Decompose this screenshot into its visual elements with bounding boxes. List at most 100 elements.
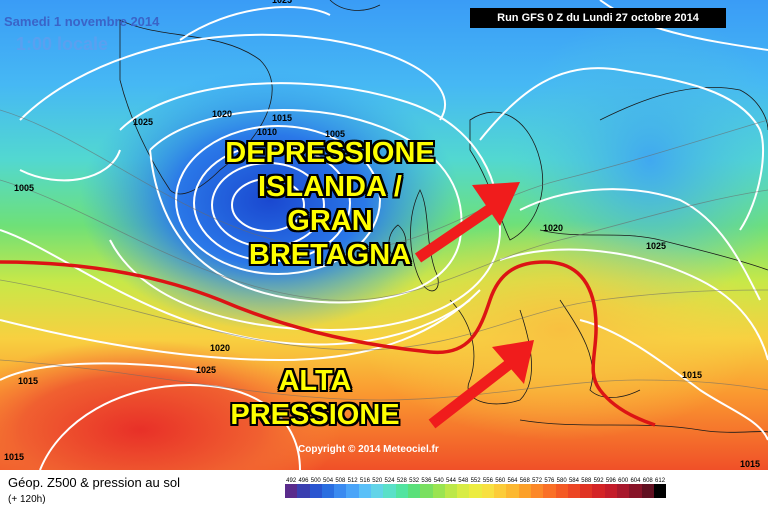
scale-swatch [432, 484, 445, 498]
scale-value: 552 [470, 478, 481, 484]
isobar-label: 1020 [543, 223, 563, 233]
scale-swatch [530, 484, 544, 498]
isobar-label: 1005 [325, 129, 345, 139]
depression-line-3: GRAN [287, 205, 373, 237]
scale-value: 524 [384, 478, 395, 484]
scale-entry: 500 [309, 478, 322, 498]
scale-value: 544 [446, 478, 457, 484]
scale-swatch [407, 484, 421, 498]
isobar-label: 1025 [133, 117, 153, 127]
scale-entry: 532 [407, 478, 421, 498]
scale-entry: 560 [494, 478, 507, 498]
scale-entry: 528 [395, 478, 408, 498]
scale-value: 532 [409, 478, 420, 484]
scale-entry: 556 [481, 478, 495, 498]
scale-entry: 572 [530, 478, 544, 498]
scale-value: 564 [507, 478, 518, 484]
isobars [0, 0, 768, 470]
arrow-to-depression [414, 182, 520, 263]
scale-value: 512 [347, 478, 358, 484]
scale-swatch [543, 484, 556, 498]
scale-value: 600 [618, 478, 629, 484]
scale-entry: 540 [432, 478, 445, 498]
depression-annotation: DEPRESSIONE ISLANDA / GRAN BRETAGNA [200, 136, 460, 272]
scale-value: 592 [593, 478, 604, 484]
scale-entry: 596 [604, 478, 618, 498]
scale-swatch [444, 484, 458, 498]
scale-value: 504 [323, 478, 334, 484]
scale-value: 556 [482, 478, 493, 484]
scale-swatch [653, 484, 667, 498]
scale-value: 536 [421, 478, 432, 484]
scale-swatch [604, 484, 618, 498]
scale-entry: 592 [592, 478, 605, 498]
isobar-label: 1005 [14, 183, 34, 193]
scale-swatch [641, 484, 654, 498]
scale-entry: 520 [371, 478, 384, 498]
scale-swatch [358, 484, 372, 498]
isobar-labels: 1025 1020 1015 1010 1005 1005 1020 1025 … [4, 0, 760, 469]
scale-swatch [457, 484, 470, 498]
scale-value: 548 [458, 478, 469, 484]
scale-value: 508 [335, 478, 346, 484]
alta-line-2: PRESSIONE [230, 399, 400, 431]
scale-value: 596 [605, 478, 616, 484]
low-pressure-core [80, 70, 460, 330]
scale-value: 492 [286, 478, 297, 484]
scale-entry: 548 [457, 478, 470, 498]
scale-entry: 544 [444, 478, 458, 498]
scale-entry: 512 [346, 478, 359, 498]
scale-entry: 564 [506, 478, 519, 498]
isobar-label: 1015 [272, 113, 292, 123]
scale-entry: 576 [543, 478, 556, 498]
alta-line-1: ALTA [278, 365, 352, 397]
isobar-label: 1025 [272, 0, 292, 5]
scale-swatch [420, 484, 433, 498]
scale-value: 608 [642, 478, 653, 484]
scale-entry: 584 [567, 478, 581, 498]
scale-value: 520 [372, 478, 383, 484]
scale-entry: 580 [555, 478, 568, 498]
scale-swatch [285, 484, 298, 498]
scale-value: 576 [544, 478, 555, 484]
scale-entry: 552 [469, 478, 482, 498]
copyright: Copyright © 2014 Meteociel.fr [298, 444, 439, 455]
scale-swatch [395, 484, 408, 498]
scale-swatch [494, 484, 507, 498]
scale-value: 572 [532, 478, 543, 484]
scale-entry: 604 [629, 478, 642, 498]
depression-line-1: DEPRESSIONE [225, 137, 435, 169]
depression-line-2: ISLANDA / [258, 171, 402, 203]
scale-value: 584 [568, 478, 579, 484]
scale-swatch [383, 484, 396, 498]
scale-swatch [481, 484, 495, 498]
scale-swatch [321, 484, 335, 498]
isobar-label: 1025 [196, 365, 216, 375]
scale-swatch [346, 484, 359, 498]
scale-swatch [555, 484, 568, 498]
scale-entry: 568 [518, 478, 531, 498]
scale-entry: 588 [580, 478, 593, 498]
scale-swatch [469, 484, 482, 498]
arrow-to-high [428, 340, 534, 429]
scale-value: 516 [359, 478, 370, 484]
scale-swatch [580, 484, 593, 498]
scale-value: 604 [630, 478, 641, 484]
scale-value: 496 [298, 478, 309, 484]
scale-value: 580 [556, 478, 567, 484]
scale-entry: 496 [297, 478, 310, 498]
high-pressure-core [0, 340, 340, 470]
scale-value: 540 [433, 478, 444, 484]
scale-value: 560 [495, 478, 506, 484]
scale-swatch [334, 484, 347, 498]
scale-entry: 504 [321, 478, 335, 498]
scale-entry: 608 [641, 478, 654, 498]
scale-swatch [629, 484, 642, 498]
field-title: Géop. Z500 & pression au sol [8, 475, 180, 490]
local-time: 1:00 locale [16, 34, 109, 54]
scale-entry: 612 [653, 478, 667, 498]
scale-entry: 516 [358, 478, 372, 498]
jet-stream-line [0, 260, 656, 427]
isobar-label: 1020 [210, 343, 230, 353]
scale-value: 612 [655, 478, 666, 484]
